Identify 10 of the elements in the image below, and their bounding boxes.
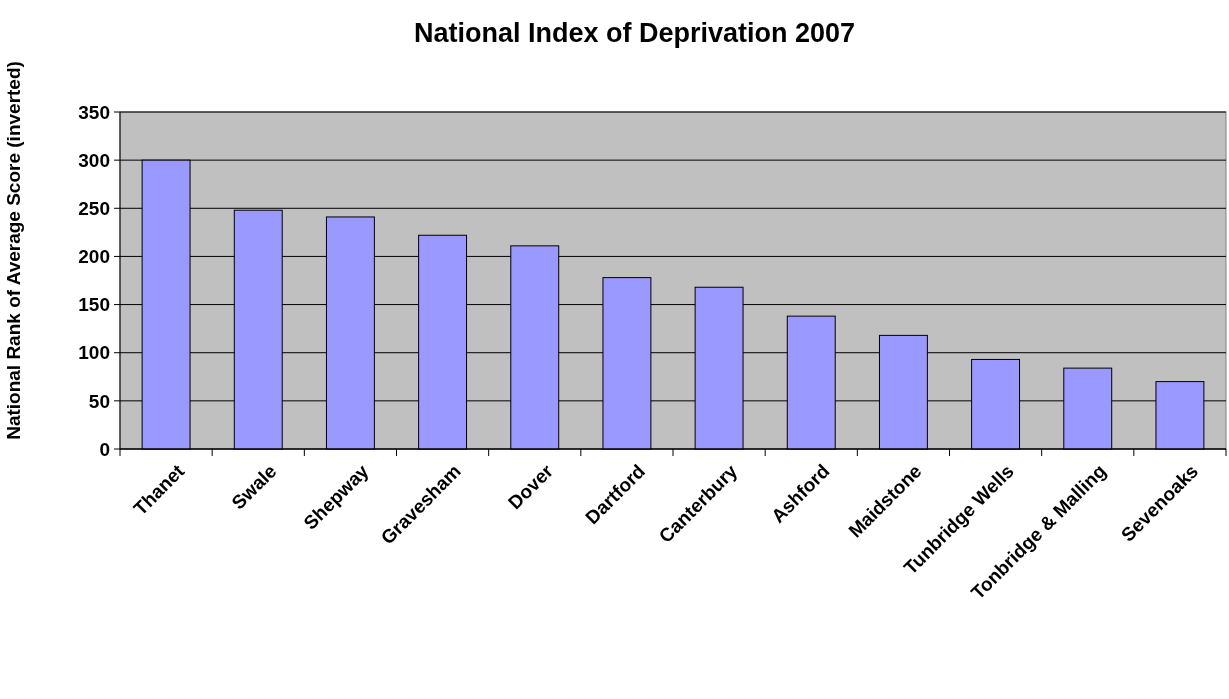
chart-title: National Index of Deprivation 2007 bbox=[413, 18, 856, 48]
y-tick-label: 50 bbox=[88, 390, 110, 412]
y-tick-label: 300 bbox=[78, 149, 110, 171]
y-tick-label: 150 bbox=[78, 294, 110, 316]
y-tick-label: 200 bbox=[78, 246, 110, 268]
y-tick-label: 250 bbox=[78, 197, 110, 219]
y-tick-label: 0 bbox=[99, 438, 110, 460]
y-tick-label: 350 bbox=[78, 101, 110, 123]
y-axis-title: National Rank of Average Score (inverted) bbox=[3, 61, 24, 440]
y-tick-label: 100 bbox=[78, 342, 110, 364]
